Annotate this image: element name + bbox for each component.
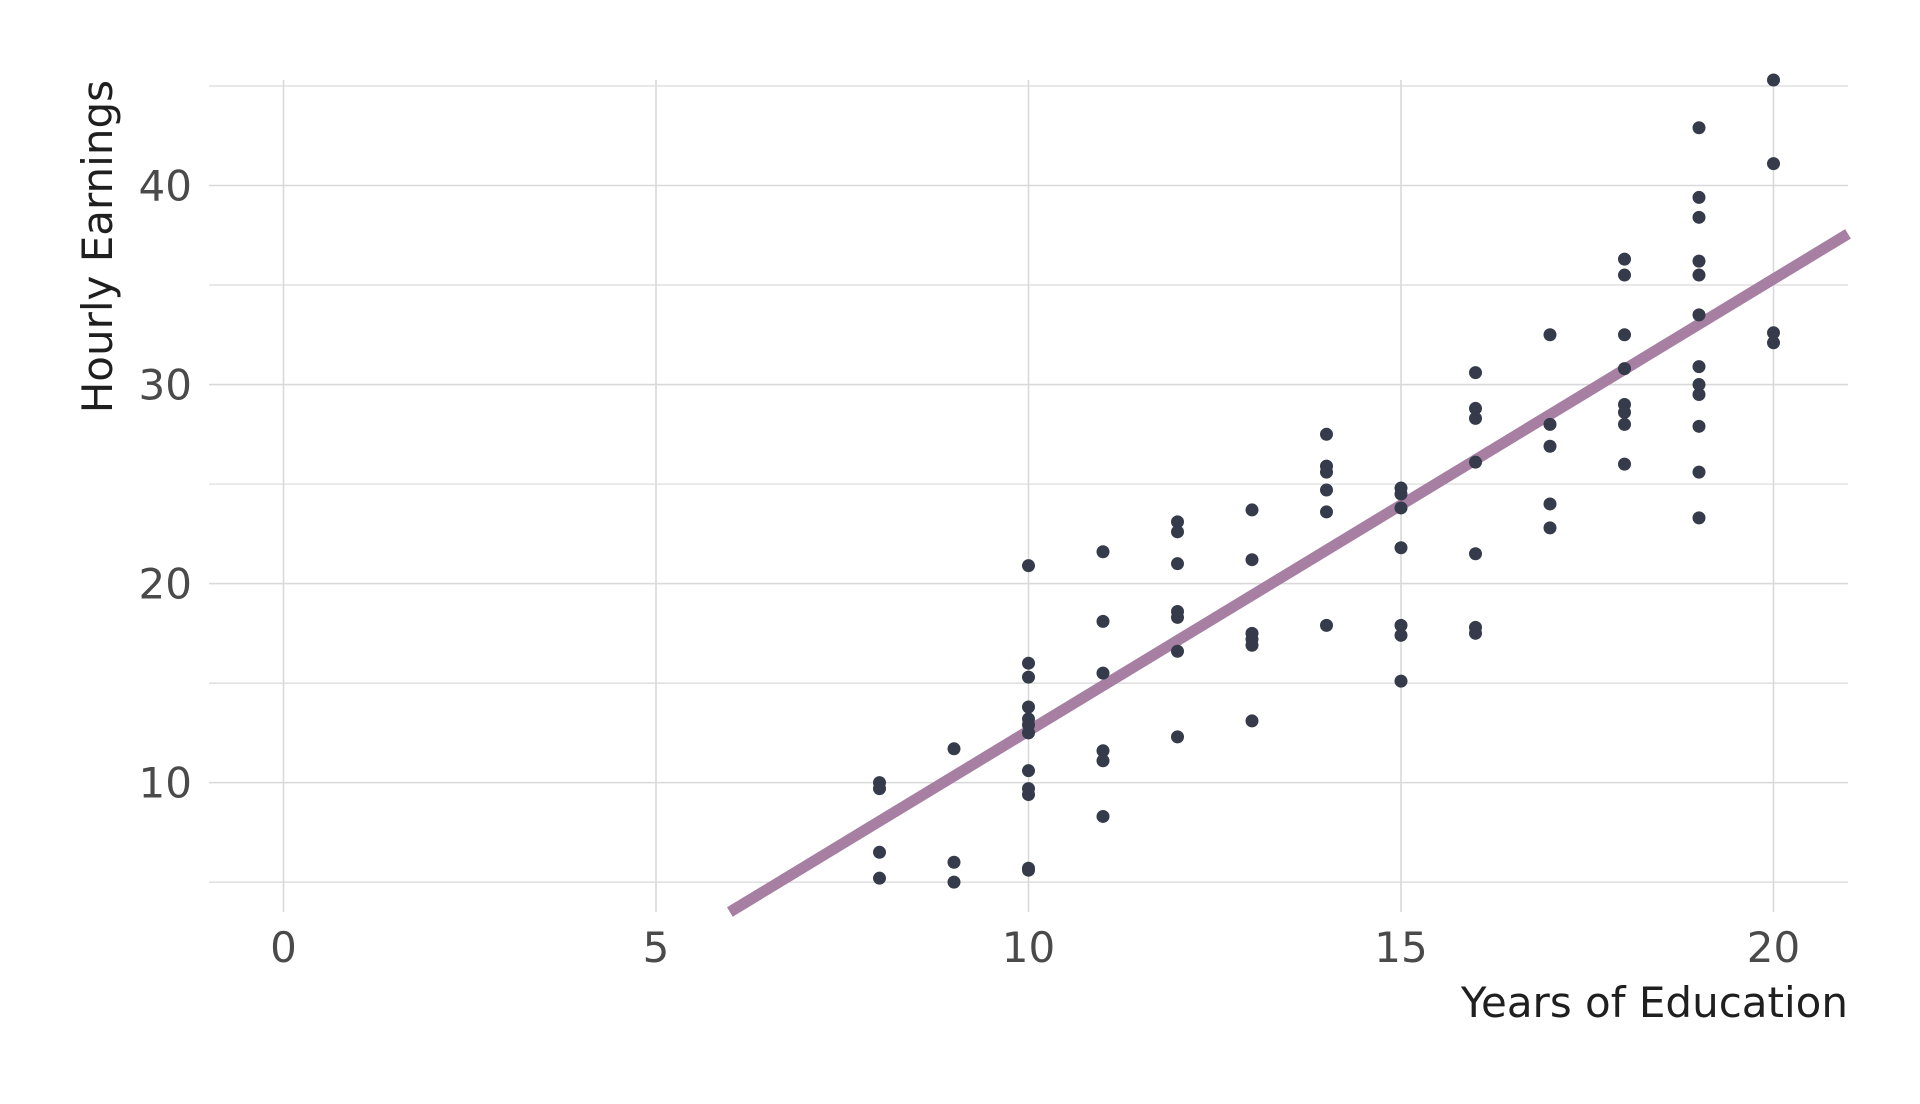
data-point-47 <box>1394 541 1408 555</box>
data-point-13 <box>1022 726 1035 740</box>
data-point-43 <box>1320 618 1333 632</box>
data-point-30 <box>1171 644 1184 658</box>
regression-line-layer <box>726 229 1851 917</box>
data-point-23 <box>1096 754 1110 768</box>
data-point-8 <box>1022 656 1035 670</box>
x-tick-label-10: 10 <box>1002 923 1055 972</box>
data-point-76 <box>1692 308 1706 322</box>
data-point-1 <box>873 782 886 796</box>
data-point-85 <box>1767 326 1780 340</box>
data-point-41 <box>1320 483 1333 497</box>
x-tick-label-0: 0 <box>270 923 297 972</box>
data-point-83 <box>1767 73 1780 87</box>
x-axis-title: Years of Education <box>1460 978 1848 1027</box>
data-point-5 <box>947 855 961 869</box>
data-point-4 <box>947 742 961 756</box>
data-points <box>873 73 1780 889</box>
data-point-27 <box>1171 557 1184 571</box>
data-point-62 <box>1543 521 1557 535</box>
data-point-81 <box>1692 465 1706 479</box>
data-point-86 <box>1767 336 1780 350</box>
data-point-3 <box>873 871 886 885</box>
y-axis-title: Hourly Earnings <box>73 80 122 413</box>
data-point-79 <box>1692 387 1706 401</box>
y-tick-label-30: 30 <box>139 361 192 410</box>
axis-tick-labels: 0 5 10 15 20 10 20 30 40 <box>139 161 1801 972</box>
data-point-71 <box>1692 121 1706 135</box>
data-point-6 <box>947 875 961 889</box>
data-point-53 <box>1469 411 1482 425</box>
data-point-32 <box>1245 503 1259 517</box>
y-tick-label-20: 20 <box>139 560 192 609</box>
x-tick-label-15: 15 <box>1374 923 1427 972</box>
x-tick-label-5: 5 <box>643 923 670 972</box>
data-point-80 <box>1692 419 1706 433</box>
data-point-36 <box>1245 638 1259 652</box>
data-point-45 <box>1394 487 1408 501</box>
data-point-84 <box>1767 157 1780 171</box>
data-point-10 <box>1022 700 1035 714</box>
y-tick-label-40: 40 <box>139 161 192 210</box>
data-point-51 <box>1469 366 1482 380</box>
data-point-33 <box>1245 553 1259 567</box>
data-point-52 <box>1469 401 1482 415</box>
data-point-75 <box>1692 268 1706 282</box>
data-point-16 <box>1022 788 1035 802</box>
data-point-50 <box>1394 674 1408 688</box>
data-point-42 <box>1320 505 1333 519</box>
data-point-64 <box>1618 268 1631 282</box>
data-point-48 <box>1394 618 1408 632</box>
data-point-78 <box>1692 378 1706 392</box>
regression-line <box>726 229 1851 917</box>
data-point-65 <box>1618 328 1631 342</box>
data-point-57 <box>1469 626 1482 640</box>
data-point-66 <box>1618 362 1631 376</box>
data-point-38 <box>1320 427 1333 441</box>
data-point-58 <box>1543 328 1557 342</box>
data-point-14 <box>1022 764 1035 778</box>
data-point-54 <box>1469 455 1482 469</box>
data-point-40 <box>1320 465 1333 479</box>
x-tick-label-20: 20 <box>1747 923 1800 972</box>
data-point-49 <box>1394 628 1408 642</box>
y-tick-label-10: 10 <box>139 759 192 808</box>
data-point-70 <box>1618 457 1631 471</box>
data-point-25 <box>1171 515 1184 529</box>
data-point-2 <box>873 845 886 859</box>
data-point-29 <box>1171 610 1184 624</box>
data-point-24 <box>1096 809 1110 823</box>
data-point-22 <box>1096 744 1110 758</box>
data-point-21 <box>1096 666 1110 680</box>
data-point-69 <box>1618 417 1631 431</box>
data-point-31 <box>1171 730 1184 744</box>
data-point-72 <box>1692 190 1706 204</box>
data-point-9 <box>1022 670 1035 684</box>
data-point-68 <box>1618 405 1631 419</box>
data-point-63 <box>1618 252 1631 266</box>
data-point-37 <box>1245 714 1259 728</box>
data-point-60 <box>1543 439 1557 453</box>
data-point-55 <box>1469 547 1482 561</box>
data-point-7 <box>1022 559 1035 573</box>
data-point-18 <box>1022 863 1035 877</box>
data-point-26 <box>1171 525 1184 539</box>
data-point-74 <box>1692 254 1706 268</box>
data-point-46 <box>1394 501 1408 515</box>
data-point-59 <box>1543 417 1557 431</box>
data-point-20 <box>1096 614 1110 628</box>
data-point-61 <box>1543 497 1557 511</box>
data-point-19 <box>1096 545 1110 559</box>
data-point-82 <box>1692 511 1706 525</box>
data-point-77 <box>1692 360 1706 374</box>
data-point-73 <box>1692 210 1706 224</box>
